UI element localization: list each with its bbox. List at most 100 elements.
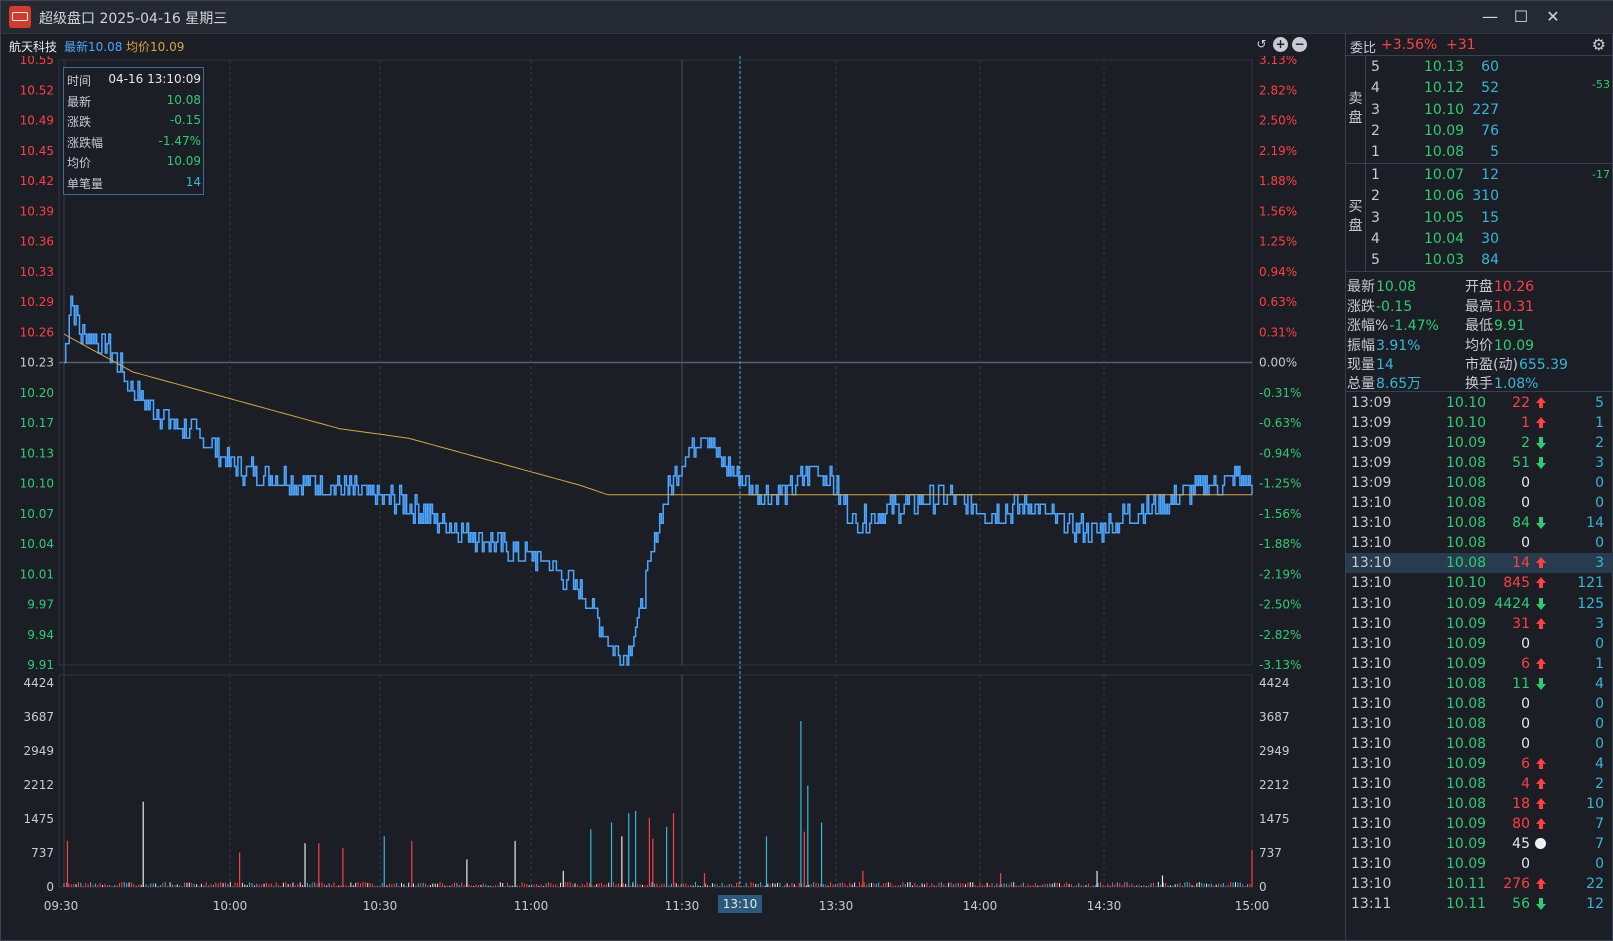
tick-volume: 845: [1503, 575, 1530, 592]
pct-tick-label: -3.13%: [1259, 658, 1301, 672]
tooltip-row: 最新 10.08: [64, 90, 205, 111]
tick-volume: 2: [1521, 435, 1530, 452]
buy-level-5[interactable]: 5 10.03 84: [1366, 250, 1613, 271]
neutral-dot-icon: [1534, 837, 1548, 851]
tick-row[interactable]: 13:10 10.08 11 4: [1346, 674, 1613, 694]
pct-tick-label: 1.56%: [1259, 204, 1297, 218]
tick-row[interactable]: 13:10 10.08 0 0: [1346, 734, 1613, 754]
tick-price: 10.08: [1446, 555, 1487, 572]
tooltip-value: -1.47%: [158, 133, 201, 148]
price-tick-label: 9.94: [27, 628, 54, 642]
zoom-in-icon[interactable]: +: [1273, 37, 1288, 52]
time-tick-label: 15:00: [1235, 899, 1270, 913]
price-tick-label: 10.10: [20, 477, 54, 491]
tick-price: 10.08: [1446, 515, 1487, 532]
tick-count: 7: [1595, 816, 1604, 833]
sell-level-4[interactable]: 4 10.12 52: [1366, 78, 1613, 99]
level-price: 10.12: [1424, 80, 1465, 97]
tick-row[interactable]: 13:10 10.08 0 0: [1346, 533, 1613, 553]
tick-volume: 11: [1512, 675, 1530, 692]
buy-level-2[interactable]: 2 10.06 310: [1366, 186, 1613, 207]
tick-volume: 0: [1521, 495, 1530, 512]
tick-row[interactable]: 13:10 10.09 0 0: [1346, 634, 1613, 654]
tick-row[interactable]: 13:10 10.09 4424 125: [1346, 594, 1613, 614]
level-price: 10.08: [1424, 144, 1465, 161]
sell-level-5[interactable]: 5 10.13 60: [1366, 57, 1613, 78]
tick-row[interactable]: 13:10 10.08 4 2: [1346, 774, 1613, 794]
tick-row[interactable]: 13:10 10.09 6 4: [1346, 754, 1613, 774]
tick-price: 10.10: [1446, 415, 1487, 432]
tick-time: 13:10: [1351, 695, 1392, 712]
tick-row[interactable]: 13:10 10.11 276 22: [1346, 874, 1613, 894]
order-ratio-header: 委比 +3.56% +31 ⚙: [1346, 34, 1613, 56]
sell-level-2[interactable]: 2 10.09 76: [1366, 121, 1613, 142]
tick-row[interactable]: 13:09 10.10 1 1: [1346, 413, 1613, 433]
level-price: 10.07: [1424, 167, 1465, 183]
buy-level-1[interactable]: 1 10.07 12: [1366, 165, 1613, 186]
tick-time: 13:10: [1351, 876, 1392, 893]
tick-row[interactable]: 13:10 10.08 84 14: [1346, 513, 1613, 533]
volume-tick-label: 3687: [23, 710, 54, 724]
tick-count: 12: [1586, 896, 1604, 913]
buy-level-3[interactable]: 3 10.05 15: [1366, 208, 1613, 229]
tick-volume: 4: [1521, 775, 1530, 792]
tick-row[interactable]: 13:09 10.09 2 2: [1346, 433, 1613, 453]
tick-row[interactable]: 13:10 10.09 45 7: [1346, 834, 1613, 854]
tick-row[interactable]: 13:10 10.09 6 1: [1346, 654, 1613, 674]
time-tick-label: 09:30: [44, 899, 79, 913]
tick-row[interactable]: 13:10 10.08 0 0: [1346, 694, 1613, 714]
tick-volume: 22: [1512, 395, 1530, 411]
arrow-up-icon: [1534, 797, 1548, 811]
tick-row[interactable]: 13:11 10.11 56 12: [1346, 894, 1613, 914]
tick-row[interactable]: 13:10 10.09 31 3: [1346, 614, 1613, 634]
level-volume: 30: [1481, 230, 1499, 247]
tick-price: 10.08: [1446, 475, 1487, 492]
tick-row[interactable]: 13:10 10.08 0 0: [1346, 493, 1613, 513]
tick-time: 13:10: [1351, 715, 1392, 732]
tick-volume: 0: [1521, 475, 1530, 492]
price-tick-label: 10.01: [20, 567, 54, 581]
tick-time: 13:10: [1351, 515, 1392, 532]
minimize-button[interactable]: —: [1482, 7, 1498, 26]
sell-level-1[interactable]: 1 10.08 5: [1366, 142, 1613, 163]
pct-tick-label: 2.82%: [1259, 83, 1297, 97]
stat-current-volume: 现量14: [1347, 357, 1394, 373]
tick-row[interactable]: 13:09 10.08 0 0: [1346, 473, 1613, 493]
tick-row[interactable]: 13:10 10.08 0 0: [1346, 714, 1613, 734]
tick-time: 13:10: [1351, 856, 1392, 873]
arrow-up-icon: [1534, 556, 1548, 570]
sell-level-3[interactable]: 3 10.10 227: [1366, 100, 1613, 121]
tick-time: 13:11: [1351, 896, 1392, 913]
tick-row[interactable]: 13:10 10.09 0 0: [1346, 854, 1613, 874]
buy-level-4[interactable]: 4 10.04 30: [1366, 229, 1613, 250]
tick-row[interactable]: 13:09 10.10 22 5: [1346, 393, 1613, 413]
close-button[interactable]: ✕: [1546, 7, 1560, 26]
title-bar[interactable]: 超级盘口 2025-04-16 星期三 — ☐ ✕: [1, 1, 1613, 34]
tick-list[interactable]: 13:09 10.10 22 5 13:09 10.10 1 1 13:09 10.09 2 2 13:…: [1346, 393, 1613, 941]
arrow-up-icon: [1534, 757, 1548, 771]
volume-tick-label-right: 2212: [1259, 778, 1290, 792]
zoom-out-icon[interactable]: −: [1292, 37, 1307, 52]
tick-volume: 18: [1512, 796, 1530, 812]
tick-row[interactable]: 13:10 10.08 14 3: [1346, 553, 1613, 574]
intraday-chart[interactable]: 10.55 3.13% 10.52 2.82% 10.49 2.50% 10.45 2.19%…: [1, 56, 1343, 941]
level-volume: 84: [1481, 252, 1499, 269]
stock-name[interactable]: 航天科技: [9, 40, 58, 54]
tick-volume: 0: [1521, 635, 1530, 652]
tick-time: 13:09: [1351, 455, 1392, 472]
tooltip-row: 涨跌幅 -1.47%: [64, 131, 205, 152]
tick-count: 3: [1595, 615, 1604, 632]
tick-row[interactable]: 13:10 10.10 845 121: [1346, 573, 1613, 593]
maximize-button[interactable]: ☐: [1513, 7, 1529, 26]
tick-price: 10.09: [1446, 635, 1487, 652]
tick-row[interactable]: 13:10 10.09 80 7: [1346, 814, 1613, 834]
tick-row[interactable]: 13:10 10.08 18 10: [1346, 794, 1613, 814]
volume-tick-label: 737: [31, 846, 54, 860]
tick-time: 13:10: [1351, 796, 1392, 812]
arrow-up-icon: [1534, 817, 1548, 831]
tick-row[interactable]: 13:09 10.08 51 3: [1346, 453, 1613, 473]
tick-price: 10.11: [1446, 896, 1487, 913]
refresh-icon[interactable]: ↺: [1256, 37, 1267, 51]
tick-volume: 4424: [1494, 595, 1530, 612]
gear-icon[interactable]: ⚙: [1591, 35, 1606, 54]
